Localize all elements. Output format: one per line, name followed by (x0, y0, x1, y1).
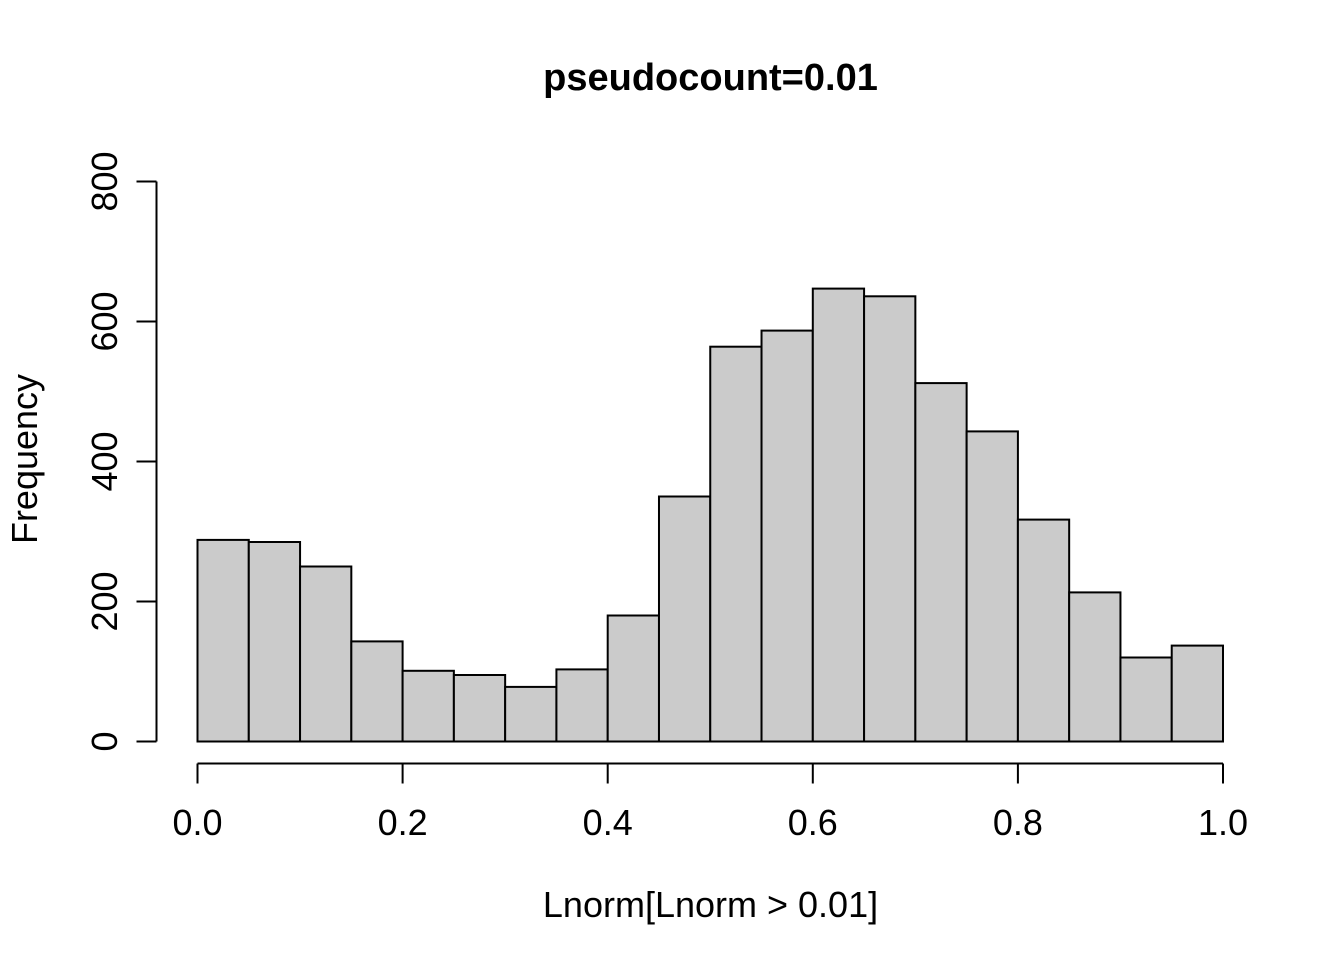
histogram-bar (914, 382, 968, 743)
y-axis-tick-label: 0 (84, 731, 125, 751)
x-axis-tick-label: 0.6 (788, 802, 838, 843)
histogram-bar (965, 430, 1019, 743)
y-axis-label: Frequency (4, 373, 45, 545)
y-axis-tick-label: 600 (84, 291, 125, 351)
x-axis-tick-label: 0.4 (583, 802, 633, 843)
histogram-bar (247, 541, 302, 743)
histogram-bar (1068, 591, 1122, 743)
x-axis-label: Lnorm[Lnorm > 0.01] (542, 884, 879, 925)
histogram-bar (401, 669, 455, 743)
x-axis-tick-label: 0.8 (993, 802, 1043, 843)
histogram-bar (1170, 644, 1224, 743)
y-axis-tick-label: 800 (84, 151, 125, 211)
x-axis-tick-label: 0.0 (172, 802, 222, 843)
histogram-bar (1016, 518, 1071, 743)
histogram-bar (863, 295, 917, 743)
x-axis-tick-label: 0.2 (378, 802, 428, 843)
y-axis-tick-label: 400 (84, 431, 125, 491)
histogram-bar (811, 287, 866, 743)
histogram-bar (555, 668, 609, 743)
chart-title: pseudocount=0.01 (543, 57, 878, 99)
histogram-bar (657, 495, 712, 743)
x-axis-tick-label: 1.0 (1198, 802, 1248, 843)
histogram-bar (1119, 656, 1173, 743)
histogram-bar (452, 674, 507, 743)
histogram-bar (504, 685, 558, 743)
histogram-bar (760, 329, 814, 743)
histogram-bar (606, 614, 660, 743)
histogram-bar (709, 345, 763, 743)
y-axis-tick-label: 200 (84, 571, 125, 631)
histogram-bar (196, 538, 250, 743)
histogram-bar (299, 565, 353, 743)
histogram-bar (350, 640, 404, 743)
